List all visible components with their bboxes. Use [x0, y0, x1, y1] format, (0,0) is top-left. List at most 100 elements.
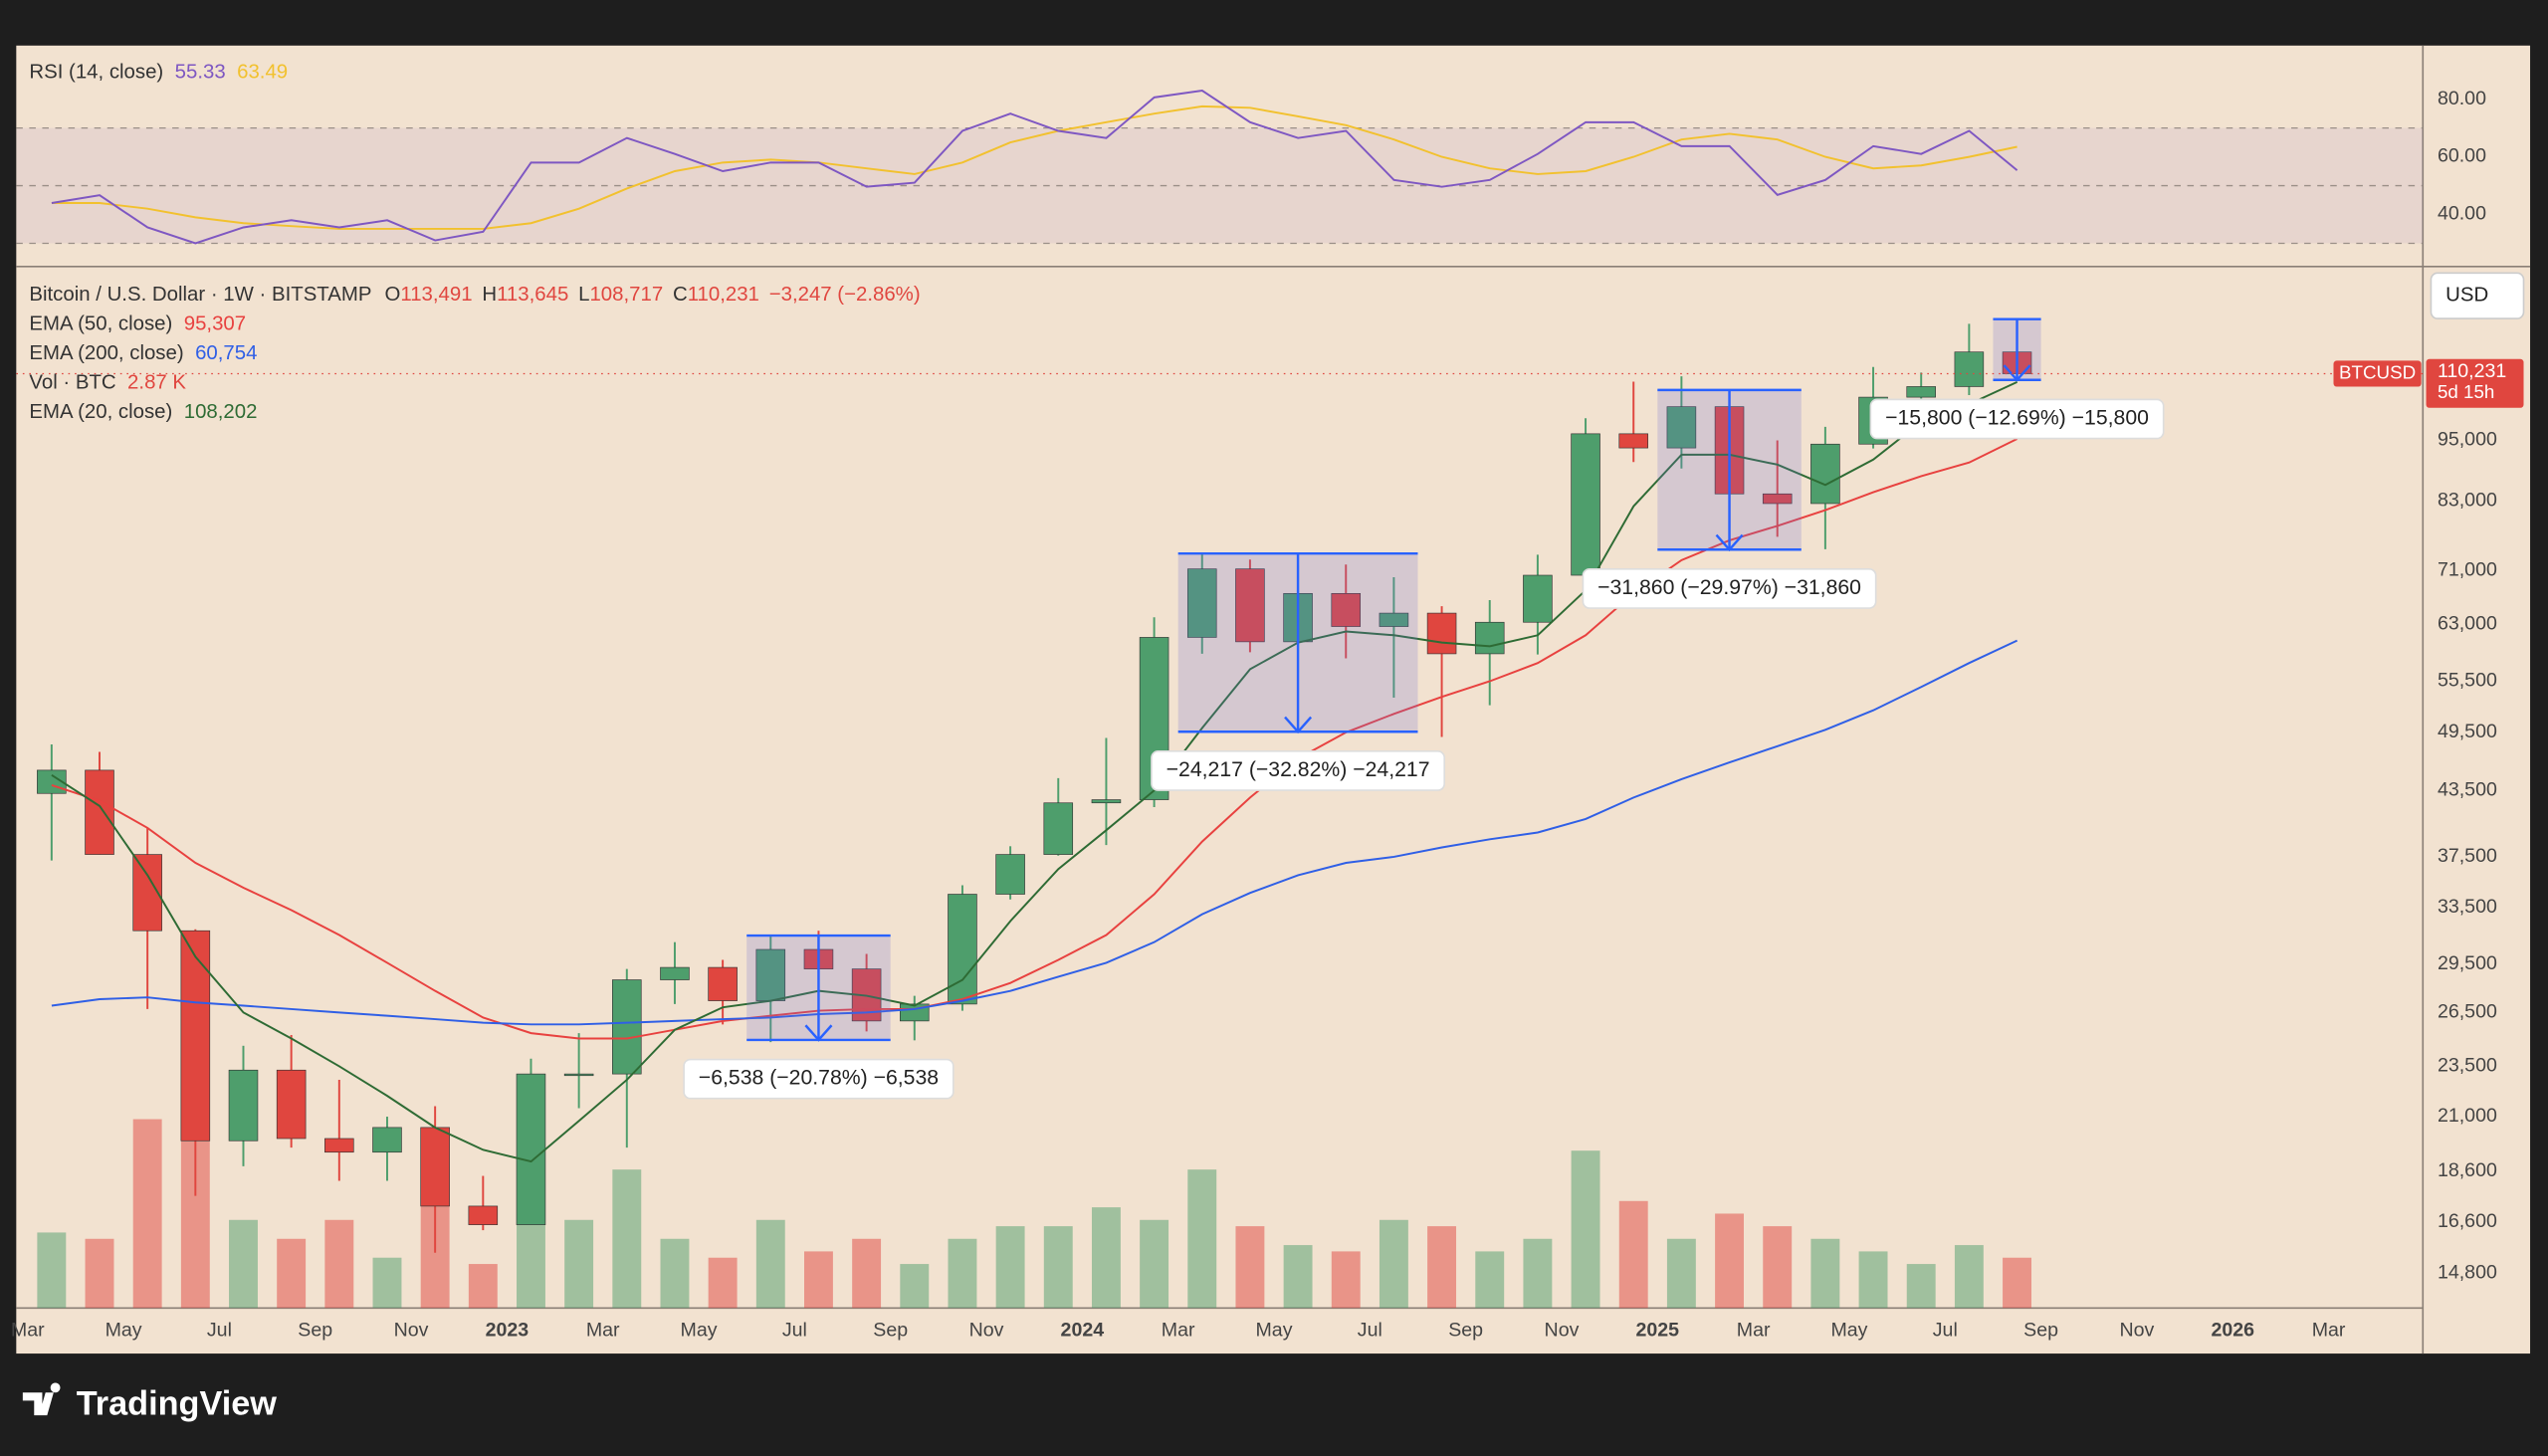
candle-body: [324, 1138, 354, 1153]
volume-bar: [1427, 1226, 1457, 1309]
ema-line: [51, 381, 2018, 1163]
time-tick-label: Nov: [394, 1319, 429, 1341]
ohlc-value: 110,231: [688, 285, 759, 307]
time-tick-label: Mar: [586, 1319, 620, 1341]
candle-body: [228, 1069, 259, 1142]
volume-bar: [1763, 1226, 1793, 1309]
volume-bar: [1140, 1219, 1169, 1309]
measure-label: −6,538 (−20.78%) −6,538: [699, 1067, 939, 1090]
measure-label: −15,800 (−12.69%) −15,800: [1885, 407, 2149, 430]
volume-bar: [2003, 1257, 2031, 1309]
candle-body: [468, 1205, 499, 1225]
candle-body: [276, 1069, 307, 1140]
volume-bar: [37, 1232, 67, 1309]
volume-bar: [612, 1169, 642, 1309]
rsi-tick-label: 80.00: [2438, 88, 2486, 109]
volume-bar: [948, 1238, 977, 1309]
ema-line: [51, 438, 2018, 1040]
rsi-line: [51, 89, 2018, 245]
ohlc-key: L: [578, 285, 589, 307]
price-tick-label: 83,000: [2438, 489, 2497, 511]
volume-bar: [564, 1219, 594, 1309]
price-tick-label: 95,000: [2438, 429, 2497, 451]
indicator-value: 108,202: [184, 401, 258, 423]
indicator-name: EMA (20, close): [29, 401, 172, 423]
candle-body: [372, 1127, 402, 1153]
ohlc-value: 113,645: [497, 285, 568, 307]
ohlc-value: 108,717: [589, 285, 663, 307]
price-tick-label: 14,800: [2438, 1262, 2497, 1284]
price-tick-label: 29,500: [2438, 952, 2497, 974]
volume-bar: [1475, 1251, 1505, 1309]
time-tick-label: Sep: [298, 1319, 332, 1341]
currency-label: USD: [2445, 285, 2488, 307]
rsi-title: RSI (14, close): [29, 62, 163, 84]
ohlc-key: H: [482, 285, 497, 307]
price-tick-label: 18,600: [2438, 1159, 2497, 1181]
price-tick-label: 21,000: [2438, 1105, 2497, 1127]
measure-label-box: [1582, 568, 1877, 609]
time-tick-label: 2025: [1636, 1319, 1680, 1341]
time-tick-label: May: [1830, 1319, 1867, 1341]
price-tick-label: 71,000: [2438, 559, 2497, 581]
measure-arrowhead: [1284, 716, 1313, 734]
volume-bar: [1906, 1264, 1936, 1309]
measure-label-box: [683, 1058, 955, 1100]
price-tick-label: 26,500: [2438, 1000, 2497, 1022]
candle-body: [1666, 406, 1697, 449]
ohlc-value: 113,491: [400, 285, 472, 307]
candle-body: [1523, 574, 1553, 623]
candle-body: [1474, 621, 1505, 655]
measure-arrowhead: [2003, 364, 2031, 382]
volume-bar: [755, 1219, 785, 1309]
volume-bar: [1283, 1245, 1313, 1309]
rsi-line: [51, 104, 2017, 230]
change-value: −3,247 (−2.86%): [769, 285, 921, 307]
volume-bar: [1379, 1219, 1408, 1309]
indicator-legend: Vol · BTC 2.87 K: [29, 372, 186, 394]
price-tick-label: 16,600: [2438, 1210, 2497, 1232]
time-tick-label: Mar: [2312, 1319, 2346, 1341]
price-tick-label: 33,500: [2438, 896, 2497, 918]
volume-bar: [1187, 1169, 1217, 1309]
volume-bar: [85, 1238, 114, 1309]
volume-bar: [468, 1264, 498, 1309]
candle-body: [180, 930, 211, 1142]
time-tick-label: Nov: [2120, 1319, 2155, 1341]
candle-body: [708, 966, 738, 1001]
ohlc-legend: Bitcoin / U.S. Dollar · 1W · BITSTAMP O11…: [29, 285, 920, 307]
ohlc-key: C: [673, 285, 688, 307]
volume-bar: [277, 1238, 307, 1309]
countdown: 5d 15h: [2438, 381, 2494, 402]
volume-bar: [1235, 1226, 1265, 1309]
symbol-title: Bitcoin / U.S. Dollar · 1W · BITSTAMP: [29, 285, 371, 307]
volume-bar: [229, 1219, 258, 1309]
time-tick-label: Mar: [1162, 1319, 1195, 1341]
measure-label-box: [1151, 750, 1446, 791]
indicator-legend: EMA (20, close) 108,202: [29, 401, 257, 423]
volume-bar: [517, 1213, 545, 1309]
time-tick-label: Sep: [1448, 1319, 1483, 1341]
volume-bar: [1043, 1226, 1073, 1309]
measure-label-box: [1869, 398, 2165, 440]
time-tick-label: Mar: [1737, 1319, 1771, 1341]
indicator-name: EMA (50, close): [29, 313, 172, 335]
volume-bar: [1810, 1238, 1840, 1309]
time-tick-label: Mar: [11, 1319, 45, 1341]
volume-bar: [804, 1251, 833, 1309]
rsi-legend: RSI (14, close) 55.33 63.49: [29, 62, 288, 84]
indicator-value: 95,307: [184, 313, 246, 335]
volume-bar: [900, 1264, 930, 1309]
rsi-value: 63.49: [237, 62, 288, 84]
price-tick-label: 49,500: [2438, 721, 2497, 742]
price-tick-label: 23,500: [2438, 1055, 2497, 1077]
candle-body: [995, 854, 1025, 895]
volume-bar: [324, 1219, 354, 1309]
rsi-value: 55.33: [175, 62, 226, 84]
candle-body: [1618, 433, 1649, 449]
rsi-pane: [16, 89, 2424, 245]
candle-body: [755, 948, 786, 1001]
logo: TradingView: [22, 1382, 277, 1422]
time-tick-label: Jul: [1358, 1319, 1382, 1341]
candle-body: [1235, 568, 1265, 643]
